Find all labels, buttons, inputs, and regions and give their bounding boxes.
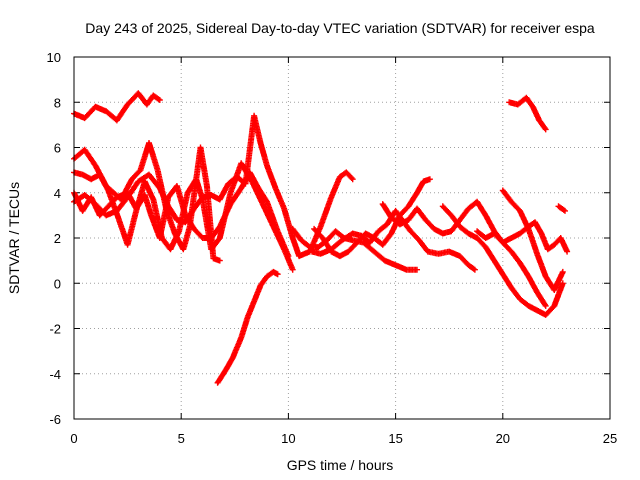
- point-markers-t14: [474, 219, 571, 255]
- point-markers-t11: [439, 203, 566, 318]
- data-points: [71, 90, 571, 386]
- chart-title: Day 243 of 2025, Sidereal Day-to-day VTE…: [85, 20, 595, 36]
- point-markers-t13: [506, 94, 549, 133]
- y-tick-label: -4: [49, 367, 61, 382]
- y-tick-label: 4: [54, 186, 61, 201]
- point-markers-t15: [555, 203, 568, 214]
- series-t15: [555, 203, 568, 214]
- x-tick-label: 5: [178, 431, 185, 446]
- x-tick-label: 15: [388, 431, 402, 446]
- y-tick-label: 10: [47, 50, 61, 65]
- x-tick-label: 0: [70, 431, 77, 446]
- series-t1: [71, 90, 163, 124]
- x-axis-label: GPS time / hours: [287, 457, 394, 473]
- y-tick-label: -2: [49, 322, 61, 337]
- series-t13: [506, 94, 549, 133]
- x-tick-label: 25: [603, 431, 617, 446]
- plot-frame: [73, 56, 611, 420]
- y-tick-label: 6: [54, 141, 61, 156]
- axis-ticks: 0 5 10 15 20 25 -6 -4 -2 0 2 4 6 8 10: [47, 50, 618, 446]
- x-tick-label: 10: [281, 431, 295, 446]
- series-t6: [214, 268, 281, 386]
- x-tick-label: 20: [496, 431, 510, 446]
- point-markers-t1: [71, 90, 163, 124]
- series-t14: [474, 219, 571, 255]
- y-tick-label: 2: [54, 231, 61, 246]
- point-markers-t6: [214, 268, 281, 386]
- y-tick-label: -6: [49, 412, 61, 427]
- y-tick-label: 8: [54, 95, 61, 110]
- y-tick-label: 0: [54, 276, 61, 291]
- y-axis-label: SDTVAR / TECUs: [6, 182, 22, 294]
- series-t11: [439, 203, 566, 318]
